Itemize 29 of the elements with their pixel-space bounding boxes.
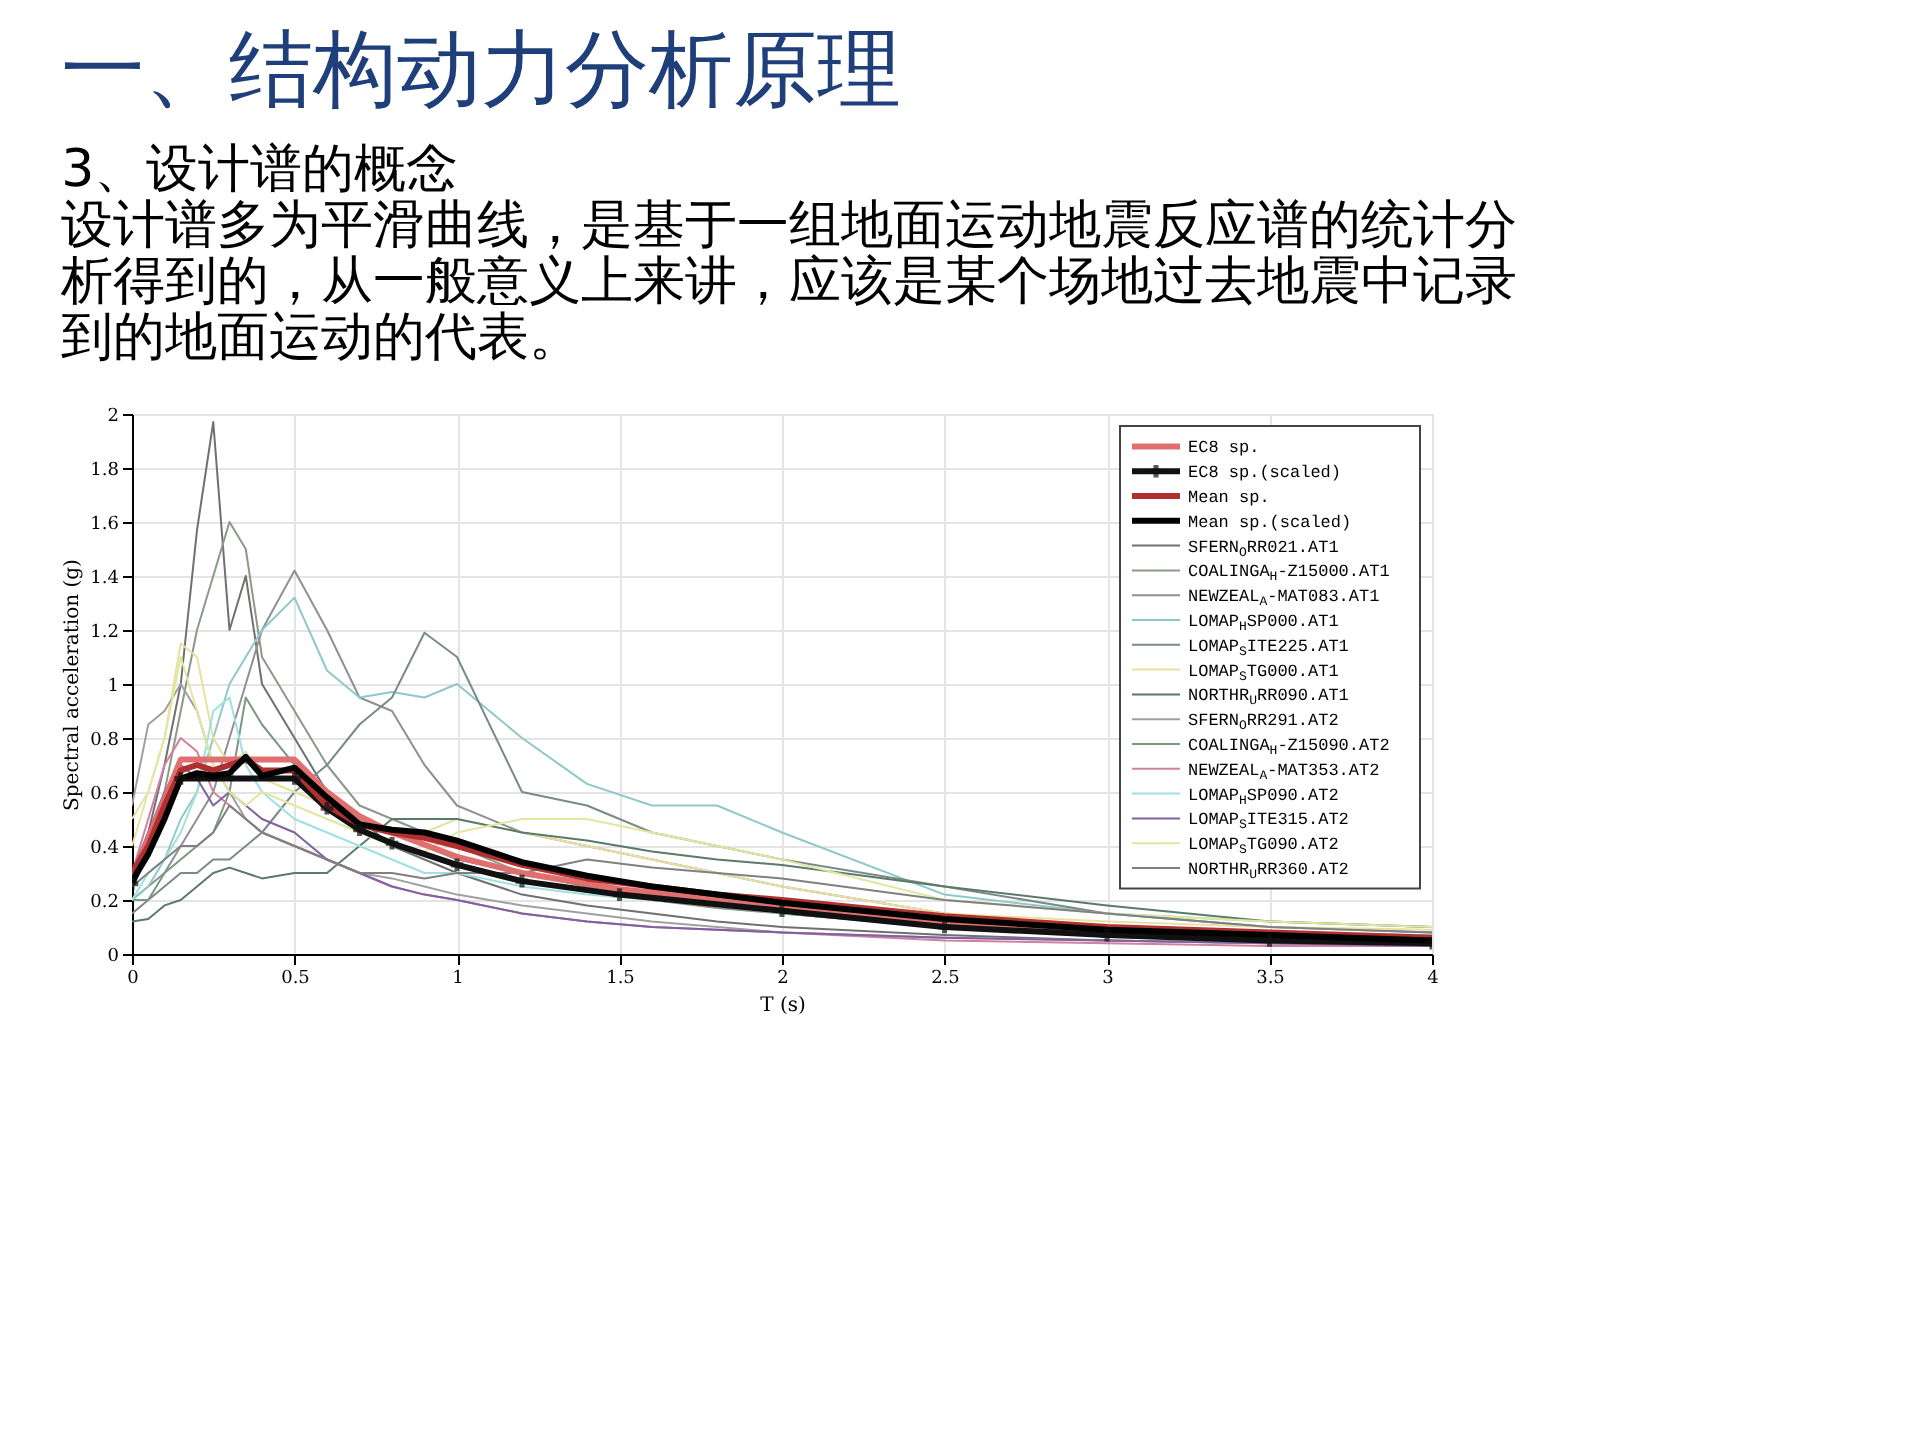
y-tick-label: 1 (107, 677, 119, 697)
y-tick-label: 1.4 (90, 569, 120, 589)
legend-label: Mean sp. (1188, 488, 1270, 508)
y-tick-label: 0.8 (90, 731, 120, 751)
x-tick-label: 4 (1427, 969, 1440, 989)
y-tick-label: 1.6 (90, 515, 120, 535)
x-tick-label: 1 (452, 969, 464, 989)
y-tick-label: 0.4 (90, 839, 120, 859)
legend-label: EC8 sp.(scaled) (1188, 463, 1342, 484)
x-axis-title: T (s) (760, 995, 806, 1017)
x-tick-label: 3.5 (1256, 969, 1286, 989)
y-axis-title: Spectral acceleration (g) (62, 558, 85, 811)
chart-title: 一、结构动力分析原理 (61, 20, 902, 118)
y-tick-label: 0 (107, 947, 120, 967)
y-tick-label: 2 (107, 407, 119, 427)
y-tick-label: 0.2 (90, 893, 119, 913)
legend-label: Mean sp.(scaled) (1188, 512, 1352, 533)
chart-subtitle: 3、设计谱的概念 (61, 140, 459, 200)
y-tick-label: 1.8 (90, 461, 120, 481)
x-tick-label: 0.5 (281, 969, 311, 989)
x-tick-label: 1.5 (606, 969, 636, 989)
y-tick-label: 1.2 (90, 623, 119, 643)
y-tick-label: 0.6 (90, 785, 120, 805)
legend-label: EC8 sp. (1188, 438, 1260, 459)
x-tick-label: 2.5 (931, 969, 961, 989)
text: 设计谱多为平滑曲线，是基于一组地面运动地震反应谱的统计分析得到的，从一般意义上来讲，应该是某个场地过去地震中记录到的地面运动的代表。 (59, 196, 1518, 368)
x-tick-label: 0 (127, 969, 140, 989)
x-tick-label: 2 (777, 969, 789, 989)
x-tick-label: 3 (1102, 969, 1115, 989)
